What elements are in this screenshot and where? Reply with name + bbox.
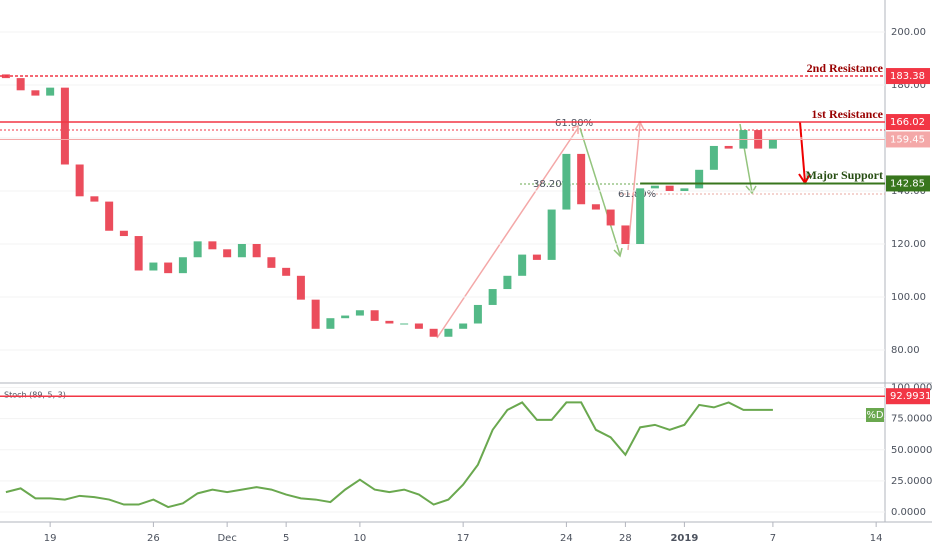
candle xyxy=(60,87,69,165)
badge-label: 159.45 xyxy=(890,134,925,145)
candle xyxy=(31,90,40,96)
x-tick-label: Dec xyxy=(217,533,236,544)
x-tick-label: 14 xyxy=(870,533,883,544)
y-tick-label: 100.00 xyxy=(891,292,926,303)
badge xyxy=(886,68,930,85)
fib-label: 38.20% xyxy=(533,179,571,190)
candle xyxy=(326,318,335,329)
candle xyxy=(591,204,600,210)
candle xyxy=(370,310,379,321)
candle xyxy=(636,188,645,244)
candle xyxy=(282,267,291,276)
candle xyxy=(252,244,261,258)
candle xyxy=(134,236,143,271)
y-tick-label: 140.00 xyxy=(891,186,926,197)
candle xyxy=(518,254,527,276)
candle xyxy=(459,323,468,329)
candle xyxy=(149,262,158,271)
stoch-line xyxy=(5,401,773,509)
badge-label: 92.9931 xyxy=(890,391,931,402)
candle xyxy=(695,169,704,189)
indicator-title: Stoch (89, 5, 3) xyxy=(4,391,66,400)
fib-label: 61.80% xyxy=(555,118,593,129)
x-tick-label: 24 xyxy=(560,533,573,544)
badge-label: 142.85 xyxy=(890,178,925,189)
candle xyxy=(223,249,232,258)
candle xyxy=(90,196,99,202)
candle xyxy=(355,310,364,316)
candle xyxy=(665,185,674,191)
badge xyxy=(886,175,930,192)
x-tick-label: 17 xyxy=(457,533,470,544)
x-tick-label: 28 xyxy=(619,533,632,544)
x-tick-label: 19 xyxy=(44,533,57,544)
candle xyxy=(577,153,586,205)
candle xyxy=(429,328,438,337)
candle xyxy=(709,145,718,170)
candle xyxy=(400,323,409,325)
x-tick-label: 7 xyxy=(770,533,776,544)
candle xyxy=(237,244,246,258)
y-tick-label: 80.00 xyxy=(891,345,920,356)
candle xyxy=(164,262,173,274)
x-tick-label: 5 xyxy=(283,533,289,544)
x-tick-label: 26 xyxy=(147,533,160,544)
y-tick-label: 180.00 xyxy=(891,80,926,91)
candle xyxy=(473,304,482,324)
candle xyxy=(75,164,84,197)
candle xyxy=(341,315,350,319)
candle xyxy=(385,320,394,324)
candle xyxy=(768,139,777,149)
candle xyxy=(650,185,659,189)
y-tick-label: 50.0000 xyxy=(891,445,932,456)
candle xyxy=(178,257,187,274)
y-tick-label: 0.0000 xyxy=(891,507,926,518)
legend-badge xyxy=(866,408,884,422)
x-tick-label: 2019 xyxy=(670,533,698,544)
candle xyxy=(311,299,320,329)
candle xyxy=(46,87,55,96)
badge-label: 166.02 xyxy=(890,117,925,128)
candle xyxy=(444,328,453,337)
candle xyxy=(606,209,615,226)
candle xyxy=(16,78,25,91)
y-tick-label: 75.0000 xyxy=(891,414,932,425)
candle xyxy=(724,145,733,149)
y-tick-label: 100.0000 xyxy=(891,382,932,393)
badge xyxy=(886,131,930,148)
candle xyxy=(193,241,202,258)
candle xyxy=(267,257,276,268)
level-name: 2nd Resistance xyxy=(807,61,884,75)
candle xyxy=(562,153,571,210)
candle xyxy=(296,275,305,300)
badge xyxy=(886,114,930,131)
candle xyxy=(119,230,128,237)
candle xyxy=(414,323,423,329)
candle xyxy=(680,188,689,191)
level-name: Major Support xyxy=(806,168,883,182)
candle xyxy=(532,254,541,260)
legend-label: %D xyxy=(866,410,884,421)
candle xyxy=(503,275,512,290)
candle xyxy=(105,201,114,231)
candle xyxy=(208,241,217,250)
level-name: 1st Resistance xyxy=(811,107,883,121)
x-tick-label: 10 xyxy=(354,533,367,544)
y-tick-label: 25.0000 xyxy=(891,476,932,487)
y-tick-label: 120.00 xyxy=(891,239,926,250)
badge xyxy=(886,388,930,405)
candle xyxy=(547,209,556,260)
candle xyxy=(621,225,630,244)
y-tick-label: 200.00 xyxy=(891,27,926,38)
badge-label: 183.38 xyxy=(890,71,925,82)
candle xyxy=(488,289,497,305)
